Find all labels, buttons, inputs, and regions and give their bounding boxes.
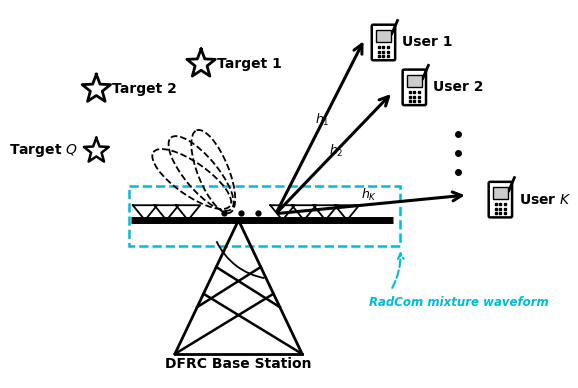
Text: User $K$: User $K$ bbox=[519, 192, 572, 207]
Text: $h_1$: $h_1$ bbox=[316, 112, 330, 128]
Text: RadCom mixture waveform: RadCom mixture waveform bbox=[369, 296, 549, 309]
FancyBboxPatch shape bbox=[488, 182, 512, 217]
Text: Target 2: Target 2 bbox=[112, 82, 177, 96]
Text: $h_K$: $h_K$ bbox=[361, 187, 377, 203]
Bar bbox=[376, 30, 391, 42]
Text: User 2: User 2 bbox=[433, 80, 484, 94]
Bar bbox=[129, 185, 401, 246]
FancyBboxPatch shape bbox=[403, 69, 426, 105]
Text: User 1: User 1 bbox=[402, 35, 453, 50]
Text: Target $Q$: Target $Q$ bbox=[9, 142, 78, 159]
Bar bbox=[493, 187, 508, 199]
Bar bbox=[407, 75, 422, 87]
Text: $h_2$: $h_2$ bbox=[329, 143, 344, 159]
Text: Target 1: Target 1 bbox=[217, 57, 282, 71]
FancyBboxPatch shape bbox=[372, 25, 395, 60]
Text: DFRC Base Station: DFRC Base Station bbox=[165, 357, 312, 371]
